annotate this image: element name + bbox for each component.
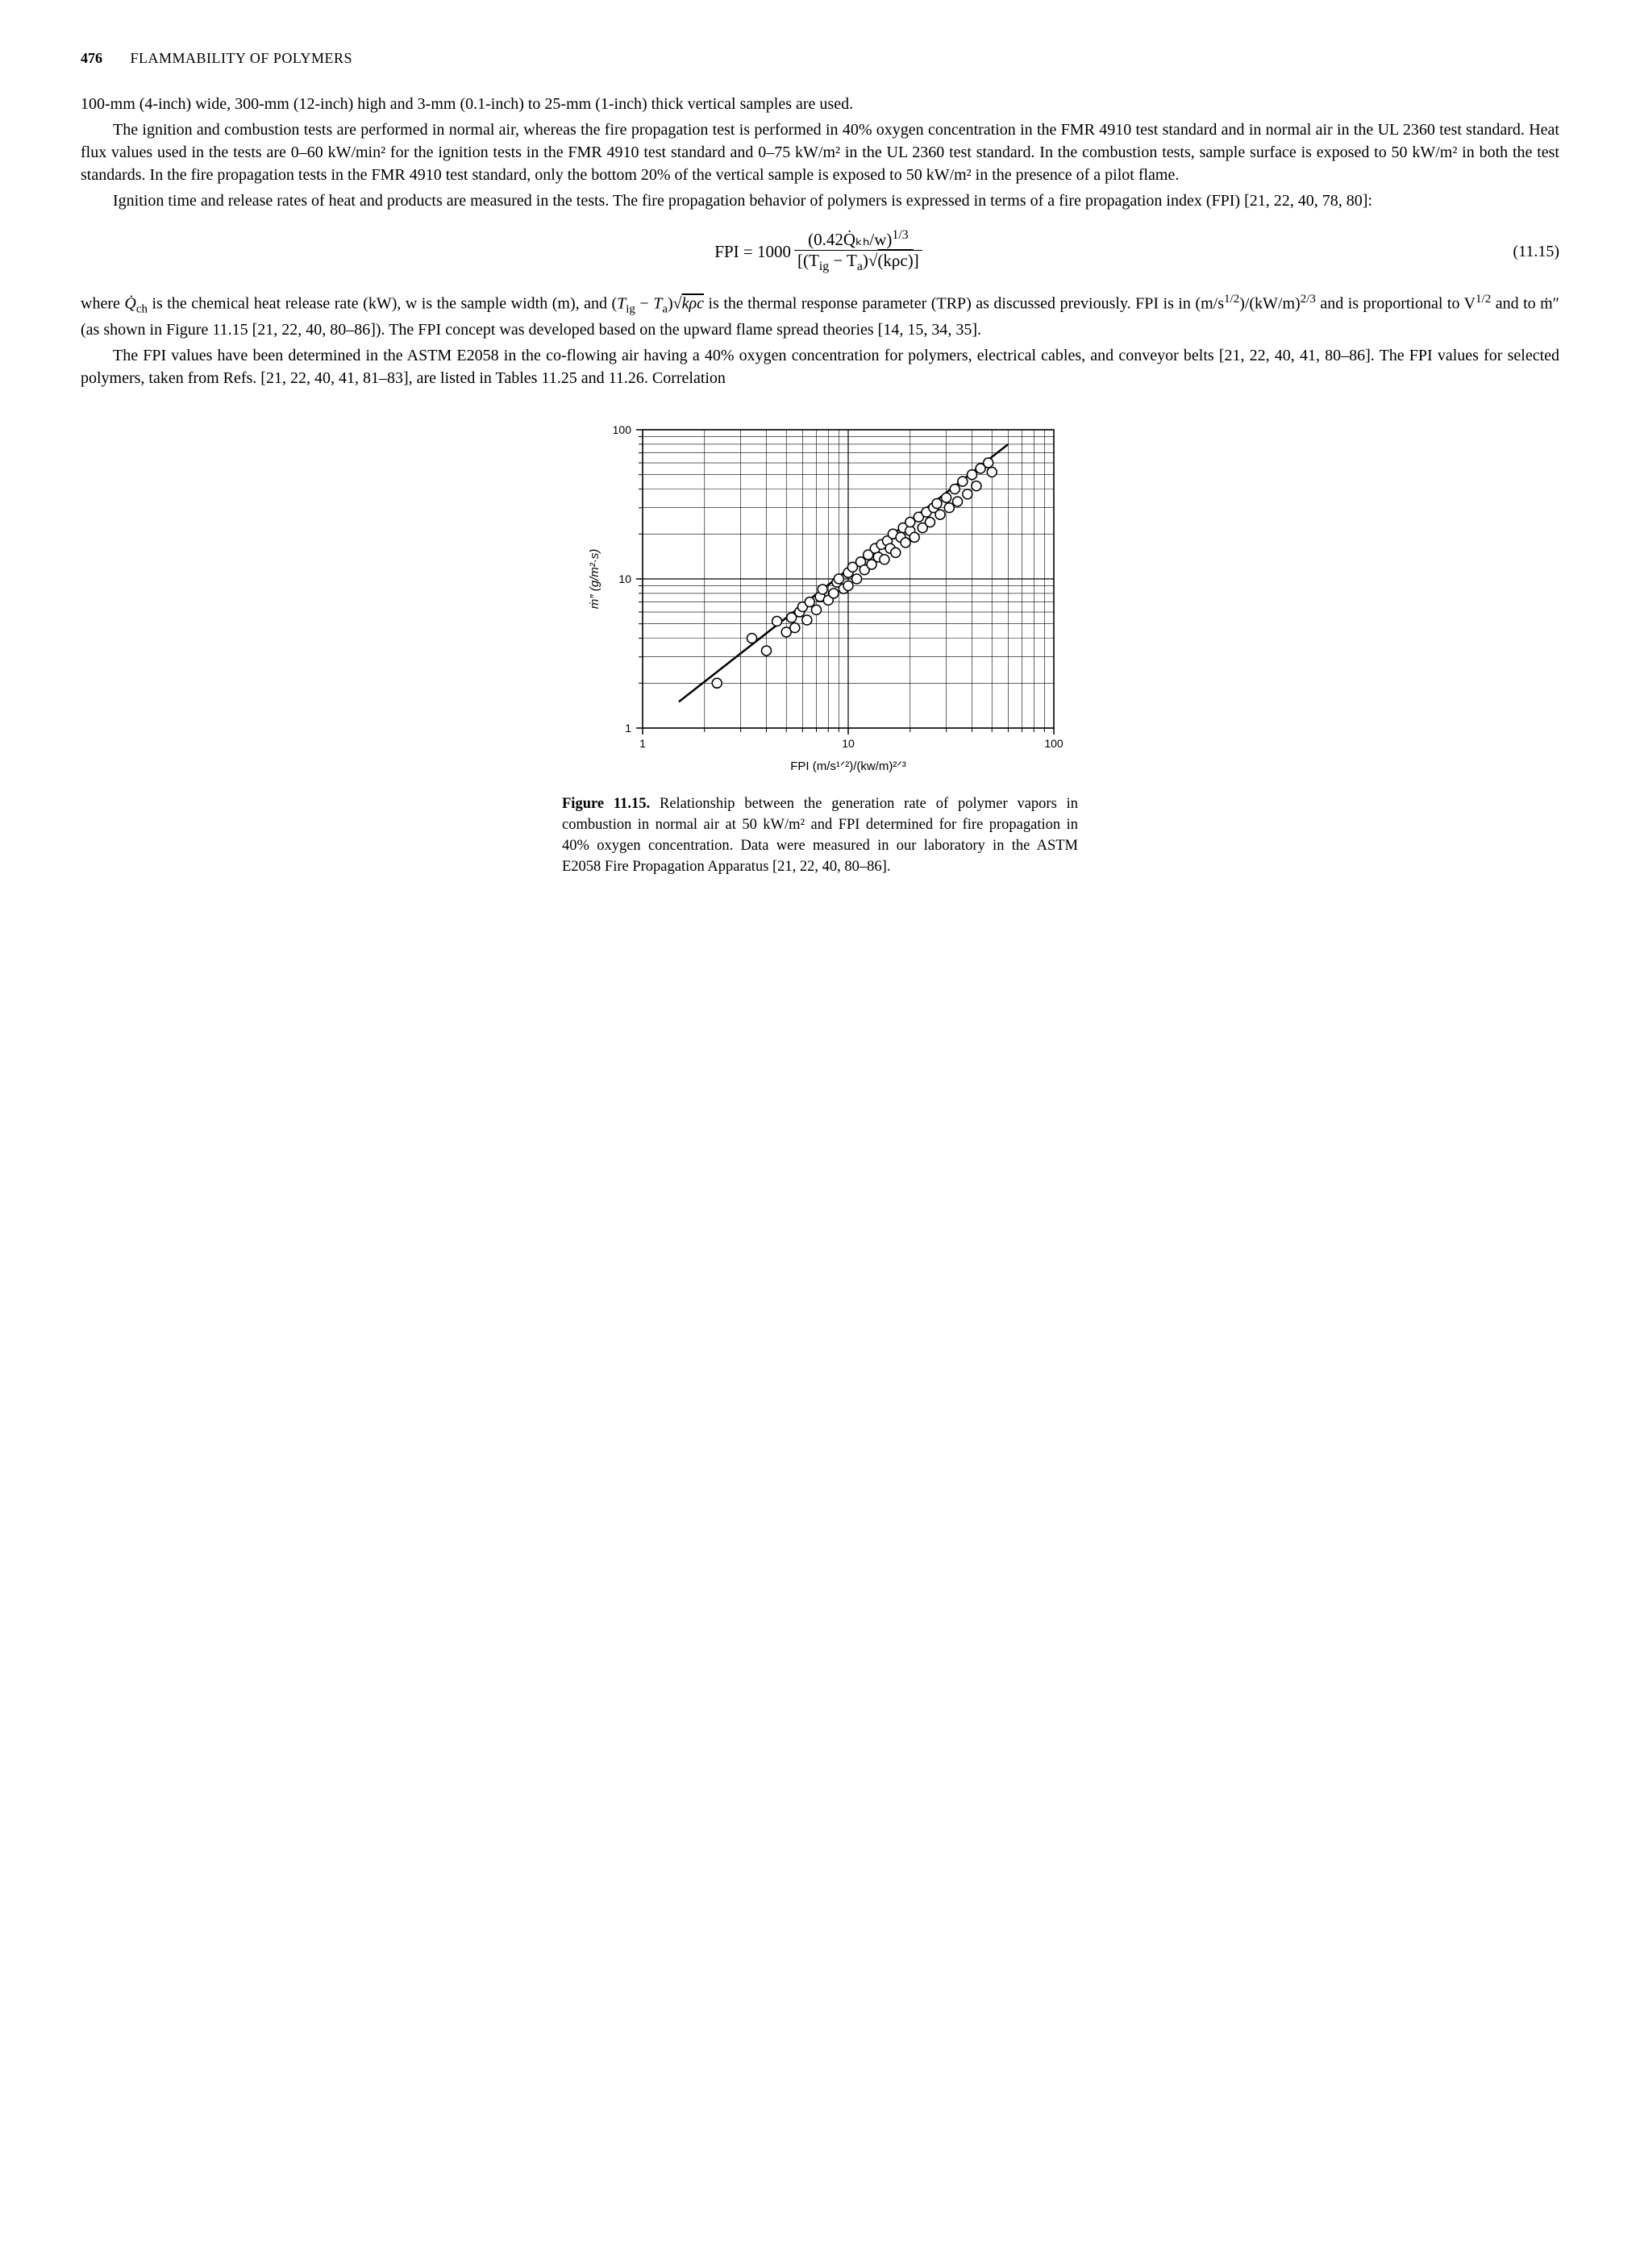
page-header: 476 FLAMMABILITY OF POLYMERS bbox=[81, 48, 1559, 69]
svg-text:100: 100 bbox=[1044, 737, 1064, 750]
svg-text:1: 1 bbox=[625, 722, 631, 734]
paragraph-5: The FPI values have been determined in t… bbox=[81, 344, 1559, 389]
equation-number: (11.15) bbox=[1513, 240, 1559, 263]
scatter-chart: 1 10 100 1 10 100 FPI (m/s¹ᐟ²)/(kw/m)²ᐟ³ ṁ″ (g/… bbox=[562, 414, 1078, 784]
equation-1115: FPI = 1000 (0.42Q̇ₖₕ/w)1/3 [(Tig − Ta)√(… bbox=[81, 228, 1559, 275]
paragraph-4: where Q̇ch is the chemical heat release … bbox=[81, 291, 1559, 341]
svg-text:100: 100 bbox=[613, 423, 632, 436]
figure-caption: Figure 11.15. Relationship between the g… bbox=[562, 794, 1078, 878]
page-number: 476 bbox=[81, 50, 102, 66]
svg-text:FPI (m/s¹ᐟ²)/(kw/m)²ᐟ³: FPI (m/s¹ᐟ²)/(kw/m)²ᐟ³ bbox=[790, 759, 906, 773]
figure-11-15: 1 10 100 1 10 100 FPI (m/s¹ᐟ²)/(kw/m)²ᐟ³ ṁ″ (g/… bbox=[562, 414, 1078, 878]
figure-label: Figure 11.15. bbox=[562, 796, 650, 812]
svg-text:10: 10 bbox=[842, 737, 855, 750]
svg-text:10: 10 bbox=[618, 572, 631, 585]
paragraph-3: Ignition time and release rates of heat … bbox=[81, 189, 1559, 212]
eq-lhs: FPI = 1000 bbox=[714, 240, 791, 264]
paragraph-1: 100-mm (4-inch) wide, 300-mm (12-inch) h… bbox=[81, 93, 1559, 115]
chapter-title: FLAMMABILITY OF POLYMERS bbox=[131, 50, 353, 66]
svg-text:1: 1 bbox=[639, 737, 646, 750]
paragraph-2: The ignition and combustion tests are pe… bbox=[81, 119, 1559, 186]
svg-text:ṁ″ (g/m²·s): ṁ″ (g/m²·s) bbox=[588, 549, 601, 609]
